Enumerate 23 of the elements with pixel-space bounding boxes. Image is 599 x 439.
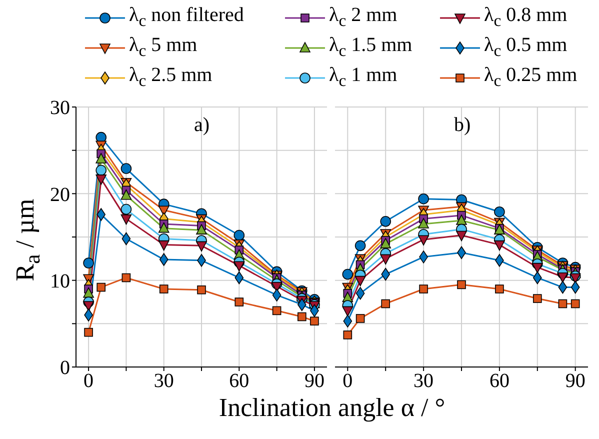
legend-label: λ$_{c}$ 2 mm: [329, 4, 398, 31]
legend-label: λ$_{c}$ 0.8 mm: [484, 4, 568, 31]
x-tick-label: 90: [304, 370, 324, 392]
legend-label: λ$_{c}$ 0.25 mm: [484, 64, 578, 91]
x-tick-label: 60: [229, 370, 250, 392]
y-tick-label: 20: [50, 184, 70, 206]
x-tick-label: 0: [342, 370, 353, 392]
legend-label: λ$_{c}$ 2.5 mm: [129, 64, 212, 91]
legend-label: λ$_{c}$ non filtered: [129, 4, 244, 31]
annotation: a): [194, 114, 210, 137]
x-tick-label: 30: [154, 370, 174, 392]
legend-label: λ$_{c}$ 5 mm: [129, 34, 198, 61]
x-tick-label: 60: [489, 370, 510, 392]
legend-label: λ$_{c}$ 1.5 mm: [329, 34, 412, 61]
x-tick-label: 0: [84, 370, 94, 392]
y-tick-label: 10: [50, 270, 70, 292]
x-tick-label: 90: [565, 370, 586, 392]
y-tick-label: 30: [50, 97, 70, 120]
x-axis-title: Inclination angle α / °: [218, 393, 446, 423]
x-tick-label: 30: [414, 370, 434, 392]
annotation: b): [454, 114, 471, 137]
legend-label: λ$_{c}$ 0.5 mm: [484, 34, 568, 61]
legend-label: λ$_{c}$ 1 mm: [329, 64, 398, 91]
